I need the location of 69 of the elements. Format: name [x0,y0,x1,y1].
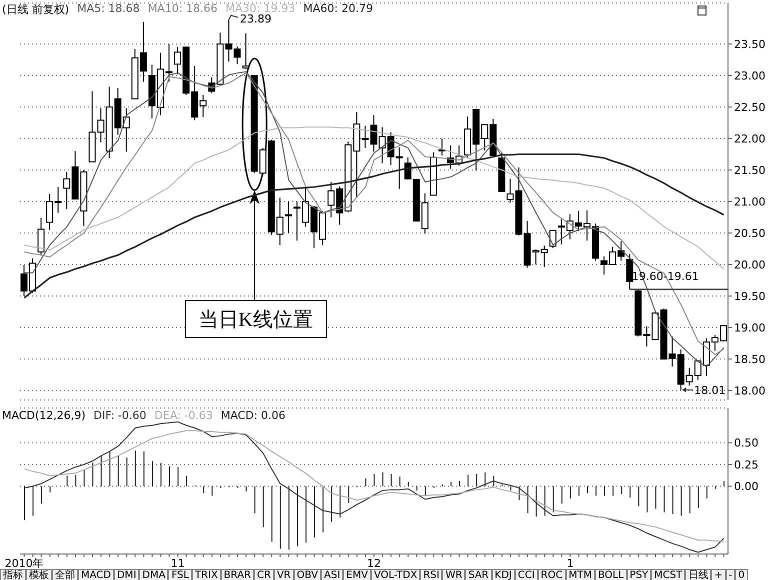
text: 0 [735,569,748,580]
text: DMI [114,569,140,580]
text: MTM [566,569,595,580]
text: CR [254,569,274,580]
annotation: 当日K线位置 [184,300,327,338]
text: 日线 [685,569,712,580]
text: TRIX [192,569,221,580]
text: CCI [514,569,538,580]
text: VOL-TDX [370,569,420,580]
candlestick [38,217,45,256]
text: FSL [168,569,192,580]
x-tick-label: 11 [170,557,185,570]
text: BOLL [594,569,627,580]
text: - [726,569,736,580]
series-label: DIF: -0.60 [94,409,146,422]
y-tick-label: 20.50 [734,226,766,240]
candlestick [626,253,634,290]
text: ROC [538,569,566,580]
text: DMA [139,569,168,580]
y-tick-label: 23.50 [734,38,766,51]
text: MA10: 18.66 [148,2,218,17]
text: + [711,569,726,580]
chart-title: MACD(12,26,9) [2,409,86,422]
candlestick [284,201,292,234]
series-label: DEA: -0.63 [154,409,213,422]
text: PSY [626,569,652,580]
x-tick-label: 2010年 [4,557,44,570]
y-tick-label: 0.50 [734,436,758,450]
y-tick-label: 23.00 [734,69,766,82]
text: MACD [78,569,114,580]
y-tick-label: 19.00 [734,321,766,334]
candlestick [242,32,250,70]
annotation: 18.01 [694,384,726,397]
y-tick-label: 18.50 [734,352,766,366]
text: OBV [294,569,321,580]
text: VR [274,569,294,580]
text: MCST [651,569,686,580]
x-tick-label: 12 [367,557,381,570]
line-series [23,153,725,299]
y-tick-label: 21.00 [734,195,766,208]
text: 模板 [26,569,52,580]
text: 全部 [52,569,78,580]
y-tick-label: 19.50 [734,290,766,303]
text: ASI [321,569,344,580]
text: KDJ [492,569,515,580]
candlestick [438,138,446,156]
y-tick-label: 18.00 [734,384,766,398]
y-tick-label: 22.00 [734,132,766,146]
x-tick-label: 1 [566,557,574,570]
chart-title: (日线 前复权) [2,2,70,17]
y-tick-label: 0.00 [734,480,758,494]
y-tick-label: 21.50 [734,164,766,177]
y-tick-label: 22.50 [734,100,766,114]
text: EMV [343,569,371,580]
text: SAR [465,569,492,580]
text: BRAR [220,569,254,580]
y-tick-label: 20.00 [734,258,766,272]
text: MA5: 18.68 [77,2,140,17]
text: MA60: 20.79 [303,2,373,17]
annotation: 23.89 [240,12,272,26]
candlestick [234,46,241,65]
line-series [24,421,724,553]
text: WR [442,569,466,580]
y-tick-label: 0.25 [734,458,758,472]
text: MACD: 0.06 [220,409,286,422]
text: MA30: 19.93 [226,2,296,15]
text: 指标 [0,569,26,580]
line-series [24,430,724,542]
text: RSI [420,569,442,580]
